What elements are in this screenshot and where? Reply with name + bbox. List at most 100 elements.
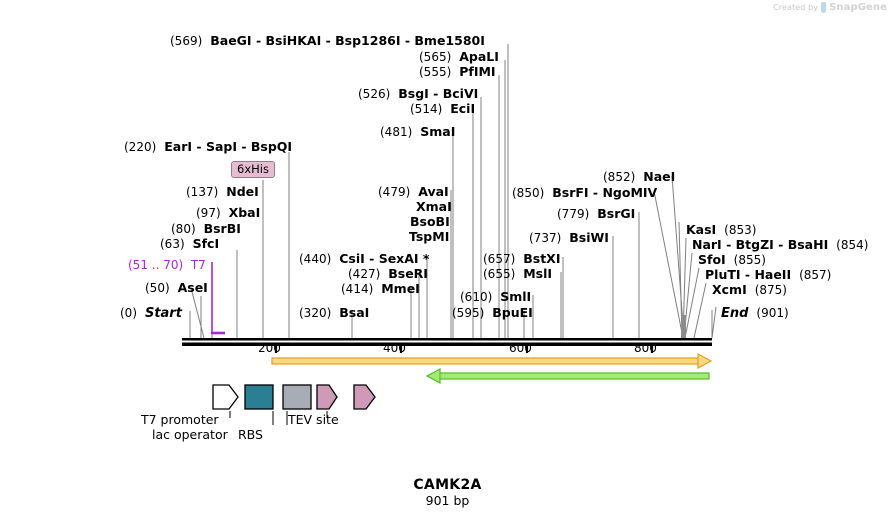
enzyme-name: EarI [164,139,193,154]
enzyme-name: XmaI [416,199,452,214]
enzyme-name: PluTI [705,267,741,282]
ruler-tick-label: 400 [383,341,406,355]
label-separator: - [236,139,251,154]
enzyme-label[interactable]: (97) XbaI [196,206,260,220]
feature-t7-promoter [212,384,239,410]
watermark-prefix: Created by [773,3,819,12]
feature-track-label[interactable]: lac operator [152,427,228,442]
enzyme-label[interactable]: (0) Start [120,306,182,321]
enzyme-position: (875) [754,283,787,297]
enzyme-name: EciI [450,101,476,116]
enzyme-label[interactable]: (481) SmaI [380,125,455,139]
enzyme-name: End [721,306,749,321]
enzyme-label[interactable]: (80) BsrBI [171,222,241,236]
enzyme-position: (427) [348,267,381,281]
enzyme-label[interactable]: (137) NdeI [186,185,259,199]
enzyme-label[interactable]: (655) MslI [483,267,552,281]
enzyme-label[interactable]: KasI (853) [686,223,756,237]
enzyme-label[interactable]: (526) BsgI - BciVI [358,87,478,101]
enzyme-label[interactable]: (514) EciI [410,102,475,116]
enzyme-label[interactable]: (63) SfcI [160,237,219,251]
enzyme-label[interactable]: (569) BaeGI - BsiHKAI - Bsp1286I - Bme15… [170,34,485,48]
enzyme-name: BsrGI [597,206,636,221]
enzyme-position: (854) [836,238,869,252]
enzyme-name: BsoBI [410,214,450,229]
enzyme-name: BsaI [339,305,370,320]
enzyme-label[interactable]: (852) NaeI [603,170,675,184]
enzyme-name: BsgI [398,86,429,101]
enzyme-label[interactable]: SfoI (855) [698,253,766,267]
enzyme-label[interactable]: (51 .. 70) T7 [128,259,206,272]
enzyme-position: (657) [483,252,516,266]
enzyme-label[interactable]: (427) BseRI [348,267,428,281]
enzyme-label[interactable]: (440) CsiI - SexAI * [299,252,429,266]
enzyme-label[interactable]: (414) MmeI [341,282,420,296]
enzyme-name: KasI [686,222,717,237]
enzyme-label[interactable]: XcmI (875) [712,283,787,297]
enzyme-name: BsaHI [787,237,829,252]
enzyme-position: (737) [529,231,562,245]
enzyme-label[interactable]: PluTI - HaeII (857) [705,268,831,282]
label-separator: - [400,33,415,48]
feature-label-leaders [229,411,328,425]
enzyme-label[interactable]: (779) BsrGI [557,207,635,221]
enzyme-name: Start [144,306,182,321]
enzyme-label[interactable]: (737) BsiWI [529,231,609,245]
enzyme-label[interactable]: NarI - BtgZI - BsaHI (854) [692,238,868,252]
enzyme-label[interactable]: End (901) [721,306,789,321]
enzyme-position: (97) [196,206,221,220]
enzyme-name: PfIMI [459,64,496,79]
enzyme-name: SexAI * [378,251,430,266]
enzyme-name: SmlI [500,289,532,304]
green-reverse-arrow [425,367,710,385]
enzyme-name: BaeGI [210,33,252,48]
feature-lac-operator [244,384,274,410]
enzyme-name: NgoMIV [602,185,658,200]
enzyme-position: (220) [124,140,157,154]
enzyme-label[interactable]: (555) PfIMI [419,65,496,79]
feature-track [212,384,376,410]
sequence-backbone [182,338,712,346]
enzyme-position: (595) [452,306,485,320]
enzyme-position: (80) [171,222,196,236]
watermark-brand: SnapGene [829,2,887,13]
snapgene-watermark: Created by SnapGene [773,2,887,13]
enzyme-label[interactable]: (220) EarI - SapI - BspQI [124,140,292,154]
enzyme-label[interactable]: (850) BsrFI - NgoMIV [512,186,657,200]
label-separator: - [364,251,379,266]
enzyme-position: (137) [186,185,219,199]
enzyme-label[interactable]: (610) SmlI [460,290,531,304]
enzyme-label[interactable]: (565) ApaLI [419,50,499,64]
enzyme-label[interactable]: (595) BpuEI [452,306,533,320]
ruler-tick-label: 800 [634,341,657,355]
enzyme-name: BsrBI [203,221,241,236]
page-title: CAMK2A [413,477,482,493]
enzyme-label[interactable]: TspMI [409,230,449,243]
enzyme-position: (857) [799,268,832,282]
feature-track-label[interactable]: RBS [238,427,263,442]
feature-tag-6xhis[interactable]: 6xHis [231,161,275,178]
enzyme-position: (853) [724,223,757,237]
enzyme-position: (514) [410,102,443,116]
feature-rbs [282,384,312,410]
enzyme-label[interactable]: (479) AvaI [378,185,449,199]
ruler-ticks [274,346,654,353]
enzyme-name: NarI [692,237,722,252]
feature-track-label[interactable]: T7 promoter [141,412,219,427]
enzyme-name: BpuEI [492,305,533,320]
enzyme-position: (852) [603,170,636,184]
enzyme-label[interactable]: (320) BsaI [299,306,369,320]
feature-track-label[interactable]: TEV site [288,412,339,427]
enzyme-label[interactable]: BsoBI [410,215,450,228]
enzyme-label[interactable]: XmaI [416,200,452,213]
enzyme-position: (610) [460,290,493,304]
enzyme-name: BtgZI [735,237,774,252]
enzyme-name: MslI [523,266,553,281]
enzyme-position: (855) [733,253,766,267]
enzyme-label[interactable]: (657) BstXI [483,252,560,266]
enzyme-position: (51 .. 70) [128,258,184,272]
enzyme-name: CsiI [339,251,365,266]
enzyme-name: AvaI [418,184,449,199]
label-separator: - [192,139,206,154]
enzyme-label[interactable]: (50) AseI [145,281,208,295]
